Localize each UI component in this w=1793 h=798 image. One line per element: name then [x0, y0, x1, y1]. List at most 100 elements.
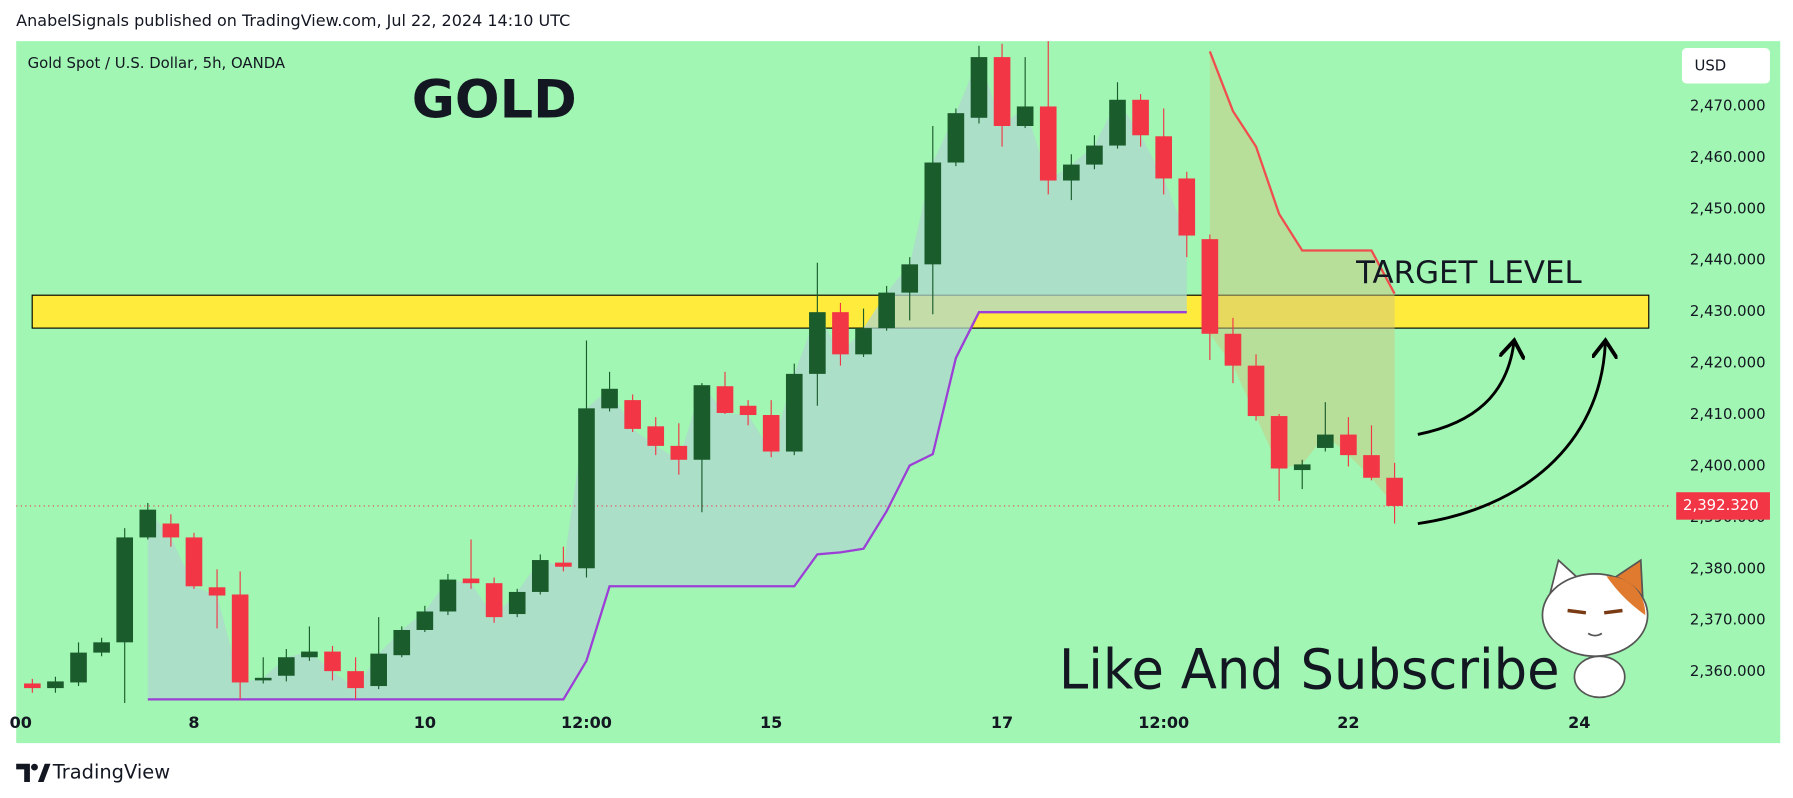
- candle-body: [1224, 333, 1242, 366]
- currency-label: USD: [1695, 56, 1727, 74]
- candle-body: [301, 651, 318, 658]
- candle-body: [1201, 239, 1219, 334]
- candle-body: [70, 652, 87, 683]
- x-tick-label: 24: [1568, 713, 1590, 732]
- brand-name: TradingView: [52, 760, 170, 783]
- candle-body: [139, 509, 157, 538]
- indicator-line: [147, 311, 1187, 701]
- candle-body: [278, 657, 295, 676]
- y-tick-label: 2,420.000: [1690, 354, 1766, 372]
- candle-body: [1063, 164, 1080, 181]
- candle-body: [970, 57, 988, 118]
- line-layer: [16, 51, 1672, 701]
- y-tick-label: 2,380.000: [1690, 559, 1766, 577]
- candle-body: [762, 415, 780, 452]
- candle-body: [1247, 365, 1265, 417]
- candle-body: [1109, 99, 1126, 146]
- y-tick-label: 2,370.000: [1690, 611, 1766, 629]
- arrow: [1417, 343, 1514, 436]
- candle-body: [93, 642, 110, 653]
- candle-body: [254, 677, 272, 681]
- candle-body: [993, 57, 1011, 127]
- candle-body: [1316, 434, 1334, 448]
- candle-body: [370, 653, 387, 687]
- y-tick-label: 2,470.000: [1690, 96, 1766, 114]
- candle-body: [601, 388, 618, 409]
- candle-body: [670, 445, 688, 460]
- candle-body: [1386, 477, 1403, 506]
- candle-body: [555, 562, 572, 567]
- candle-body: [878, 292, 895, 329]
- x-tick-label: 8: [188, 713, 199, 732]
- publisher-line: AnabelSignals published on TradingView.c…: [16, 11, 570, 30]
- candle-body: [47, 681, 64, 689]
- x-tick-label: 22: [1337, 713, 1359, 732]
- y-tick-label: 2,460.000: [1690, 148, 1766, 166]
- brand-logo: [16, 763, 51, 782]
- axis-layer: 2,360.0002,370.0002,380.0002,390.0002,40…: [10, 96, 1770, 744]
- target-label: TARGET LEVEL: [1355, 255, 1582, 291]
- candle-body: [739, 405, 757, 416]
- candle-body: [393, 629, 411, 656]
- x-tick-label: 17: [991, 713, 1013, 732]
- candle-body: [485, 583, 503, 618]
- symbol-label: Gold Spot / U.S. Dollar, 5h, OANDA: [28, 54, 286, 72]
- y-tick-label: 2,450.000: [1690, 199, 1766, 217]
- candle-body: [809, 312, 826, 374]
- candle-body: [208, 587, 226, 596]
- candle-body: [1086, 145, 1103, 165]
- candle-body: [647, 426, 665, 446]
- candle-body: [185, 537, 203, 587]
- indicator-line: [1208, 51, 1396, 295]
- y-tick-label: 2,430.000: [1690, 302, 1766, 320]
- candle-body: [439, 579, 457, 612]
- x-tick-label: 12:00: [1138, 713, 1189, 732]
- candle-body: [508, 591, 526, 615]
- candle-body: [1293, 464, 1311, 471]
- candle-body: [924, 162, 942, 265]
- y-tick-label: 2,400.000: [1690, 456, 1766, 474]
- candle-body: [785, 373, 803, 452]
- candle-body: [1039, 106, 1057, 181]
- candle-body: [693, 385, 711, 460]
- candle-body: [231, 594, 249, 683]
- last-price-label: 2,392.320: [1683, 496, 1759, 514]
- candle-body: [116, 537, 134, 643]
- candle-body: [462, 578, 480, 584]
- candle-body: [1340, 434, 1357, 456]
- candle-body: [1016, 106, 1034, 127]
- x-tick-label: 15: [760, 713, 782, 732]
- candle-layer: [24, 41, 1403, 704]
- candle-body: [531, 560, 549, 592]
- last-price-box: [1676, 492, 1770, 520]
- candle-body: [716, 386, 734, 413]
- arrow: [1417, 343, 1605, 526]
- chart-title: GOLD: [412, 70, 577, 131]
- candle-body: [324, 651, 341, 672]
- candle-body: [1270, 416, 1288, 469]
- candle-body: [1132, 99, 1149, 136]
- x-tick-label: 00: [10, 713, 32, 732]
- y-tick-label: 2,360.000: [1690, 662, 1766, 680]
- candle-body: [578, 408, 595, 569]
- candle-body: [624, 400, 641, 429]
- candle-body: [416, 611, 434, 630]
- annotation: Like And Subscribe: [1059, 638, 1560, 702]
- y-tick-label: 2,440.000: [1690, 251, 1766, 269]
- candle-body: [347, 671, 364, 689]
- y-tick-label: 2,410.000: [1690, 405, 1766, 423]
- x-tick-label: 10: [414, 713, 436, 732]
- candle-body: [832, 312, 849, 355]
- candle-body: [1363, 455, 1380, 478]
- candle-body: [901, 264, 919, 293]
- candle-body: [162, 523, 180, 538]
- mascot: [1541, 558, 1649, 699]
- x-tick-label: 12:00: [561, 713, 612, 732]
- currency-box: [1681, 48, 1770, 84]
- candle-body: [1155, 136, 1172, 179]
- candle-body: [24, 683, 41, 689]
- candle-body: [855, 328, 872, 355]
- candle-body: [1178, 178, 1196, 236]
